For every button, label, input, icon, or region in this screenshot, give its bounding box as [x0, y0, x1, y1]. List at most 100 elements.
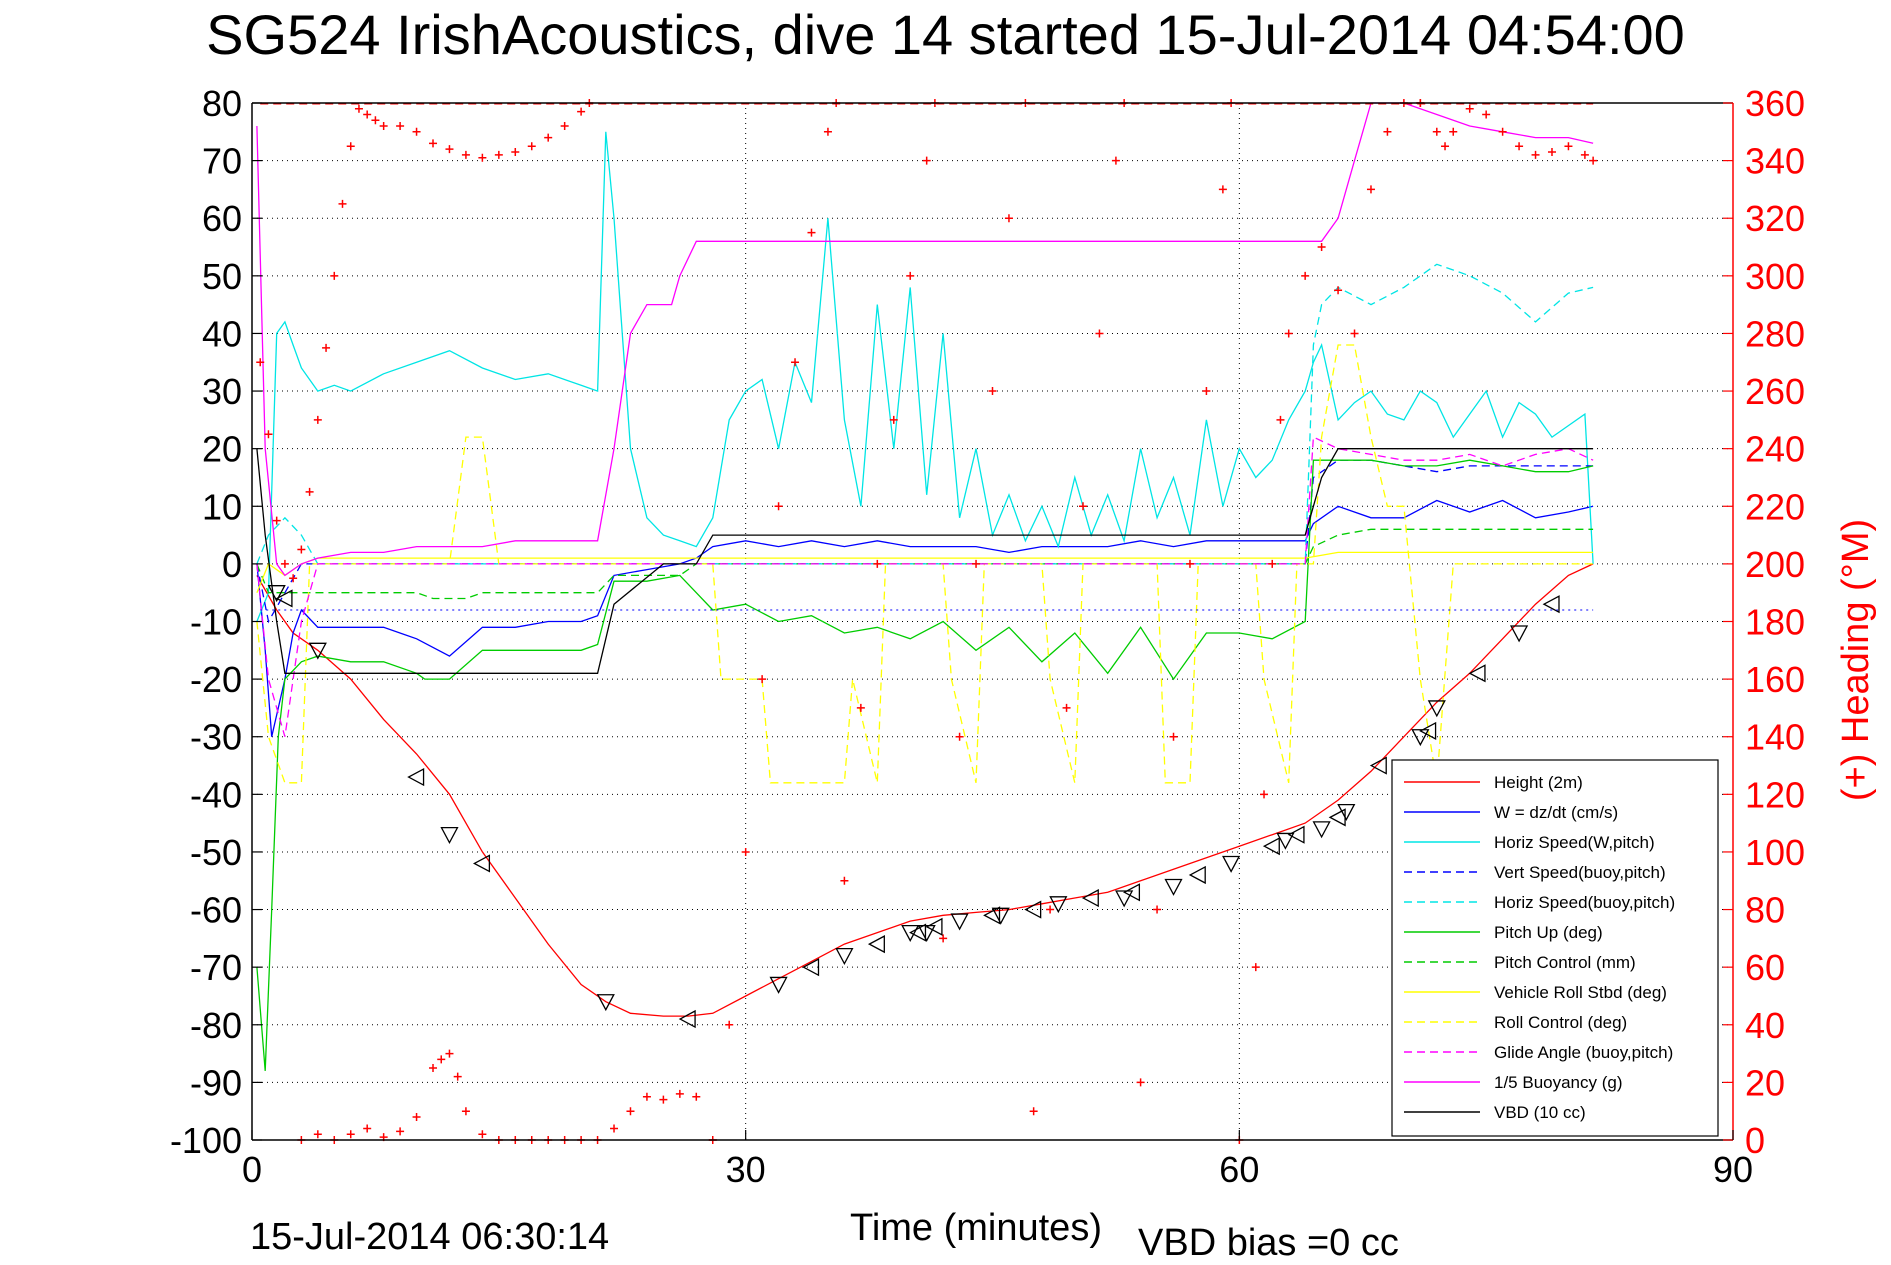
depth-marker — [991, 907, 1010, 925]
heading-marker — [906, 271, 915, 280]
left-tick-label: 0 — [222, 544, 242, 585]
right-tick-label: 300 — [1745, 256, 1805, 297]
heading-marker — [1547, 147, 1556, 156]
series-11 — [256, 448, 1594, 674]
left-tick-label: -30 — [190, 717, 242, 758]
heading-marker — [1383, 127, 1392, 136]
heading-marker — [396, 1127, 405, 1136]
depth-marker — [1411, 729, 1430, 747]
series-5 — [256, 459, 1594, 1071]
depth-marker — [1276, 832, 1295, 850]
series-line — [256, 448, 1594, 674]
heading-marker — [313, 1130, 322, 1139]
depth-marker — [1222, 855, 1241, 873]
heading-marker — [1260, 790, 1269, 799]
heading-marker — [363, 1124, 372, 1133]
heading-marker — [1046, 905, 1055, 914]
depth-marker — [950, 913, 969, 931]
x-axis-label: Time (minutes) — [850, 1207, 1102, 1249]
heading-marker — [1589, 156, 1598, 165]
depth-marker — [440, 827, 459, 845]
legend: Height (2m) W = dz/dt (cm/s) Horiz Speed(W… — [1391, 759, 1719, 1137]
legend-label: VBD (10 cc) — [1494, 1103, 1586, 1122]
footer-timestamp: 15-Jul-2014 06:30:14 — [250, 1216, 610, 1258]
x-tick-label: 0 — [242, 1149, 262, 1190]
left-tick-label: -50 — [190, 832, 242, 873]
heading-marker — [1276, 415, 1285, 424]
depth-marker — [1542, 595, 1560, 614]
heading-marker — [1350, 329, 1359, 338]
heading-marker — [1465, 104, 1474, 113]
left-tick-label: -10 — [190, 602, 242, 643]
legend-box — [1391, 759, 1719, 1137]
heading-marker — [379, 122, 388, 131]
right-tick-label: 340 — [1745, 141, 1805, 182]
heading-marker — [577, 107, 586, 116]
heading-marker — [1317, 243, 1326, 252]
heading-marker — [972, 559, 981, 568]
legend-label: W = dz/dt (cm/s) — [1494, 803, 1618, 822]
series-line — [256, 528, 1594, 600]
heading-marker — [289, 574, 298, 583]
heading-marker — [939, 934, 948, 943]
heading-marker — [840, 876, 849, 885]
left-tick-label: -80 — [190, 1005, 242, 1046]
depth-marker — [1427, 700, 1446, 718]
series-line — [256, 563, 1594, 1017]
series-line — [256, 102, 1594, 577]
depth-marker — [802, 958, 820, 977]
heading-marker — [626, 1107, 635, 1116]
heading-marker — [338, 199, 347, 208]
depth-marker — [867, 935, 885, 954]
depth-marker — [1262, 837, 1280, 856]
series-line — [256, 551, 1594, 593]
depth-marker — [1509, 625, 1529, 643]
heading-marker — [453, 1072, 462, 1081]
series-13 — [267, 585, 1560, 1029]
heading-marker — [1169, 732, 1178, 741]
depth-marker — [1312, 821, 1331, 839]
left-tick-label: 40 — [202, 313, 242, 354]
heading-marker — [305, 487, 314, 496]
heading-marker — [856, 703, 865, 712]
legend-label: Vert Speed(buoy,pitch) — [1494, 863, 1666, 882]
heading-marker — [791, 358, 800, 367]
depth-marker — [1024, 900, 1042, 919]
legend-label: Horiz Speed(W,pitch) — [1494, 833, 1655, 852]
heading-marker — [322, 343, 331, 352]
x-tick-label: 60 — [1219, 1149, 1259, 1190]
heading-marker — [725, 1020, 734, 1029]
series-line — [256, 344, 1594, 784]
depth-marker — [1164, 878, 1183, 896]
heading-marker — [478, 153, 487, 162]
heading-marker — [1449, 127, 1458, 136]
heading-marker — [445, 145, 454, 154]
depth-marker — [1122, 883, 1141, 902]
left-axis-ticks: 80 70 60 50 40 30 20 10 0 -10 -20 -30 -40 -50 -60 -70 -8… — [170, 83, 262, 1161]
heading-marker — [1515, 142, 1524, 151]
depth-marker — [1115, 890, 1134, 908]
heading-marker — [823, 127, 832, 136]
heading-marker — [1284, 329, 1293, 338]
legend-label: Pitch Control (mm) — [1494, 953, 1636, 972]
right-tick-label: 120 — [1745, 774, 1805, 815]
depth-marker — [769, 976, 788, 994]
right-tick-label: 220 — [1745, 486, 1805, 527]
depth-marker — [835, 947, 854, 966]
legend-label: Height (2m) — [1494, 773, 1583, 792]
depth-marker — [407, 767, 425, 787]
footer-vbd-bias: VBD bias =0 cc — [1138, 1222, 1399, 1264]
heading-marker — [363, 110, 372, 119]
heading-marker — [741, 847, 750, 856]
right-tick-label: 160 — [1745, 659, 1805, 700]
left-tick-label: 30 — [202, 371, 242, 412]
depth-marker — [909, 923, 927, 942]
heading-marker — [758, 675, 767, 684]
heading-marker — [371, 116, 380, 125]
depth-marker — [1369, 756, 1387, 775]
heading-marker — [1498, 127, 1507, 136]
heading-marker — [445, 1049, 454, 1058]
heading-marker — [544, 133, 553, 142]
heading-marker — [1079, 502, 1088, 511]
